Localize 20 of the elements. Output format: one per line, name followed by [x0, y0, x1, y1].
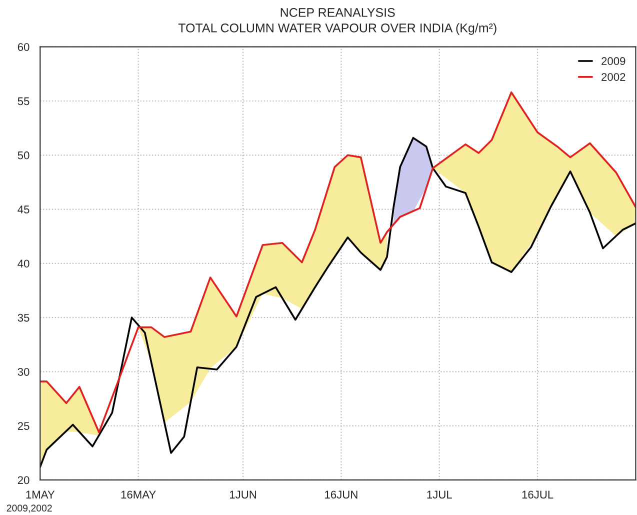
y-tick-label: 60: [18, 43, 30, 51]
x-tick-label: 1JUN: [230, 490, 256, 499]
y-tick-label: 20: [18, 476, 30, 484]
y-tick-label: 30: [18, 368, 30, 376]
x-tick-label: 1JUL: [427, 490, 452, 499]
x-tick-label: 16JUN: [325, 490, 358, 499]
x-tick-label: 1MAY: [26, 490, 55, 498]
chart-subtitle: TOTAL COLUMN WATER VAPOUR OVER INDIA (Kg/m²): [178, 23, 496, 35]
legend-label: 2002: [602, 73, 626, 81]
text: 2009,2002: [6, 504, 52, 513]
y-tick-label: 55: [18, 97, 30, 106]
chart-title: NCEP REANALYSIS: [280, 8, 395, 17]
y-tick-label: 40: [18, 260, 30, 268]
x-tick-label: 16MAY: [121, 490, 156, 499]
legend-label: 2009: [602, 57, 626, 66]
y-tick-label: 50: [18, 151, 30, 160]
y-tick-label: 25: [18, 422, 30, 430]
y-tick-label: 45: [18, 206, 30, 214]
y-tick-label: 35: [18, 314, 30, 322]
x-tick-label: 16JUL: [522, 490, 554, 499]
